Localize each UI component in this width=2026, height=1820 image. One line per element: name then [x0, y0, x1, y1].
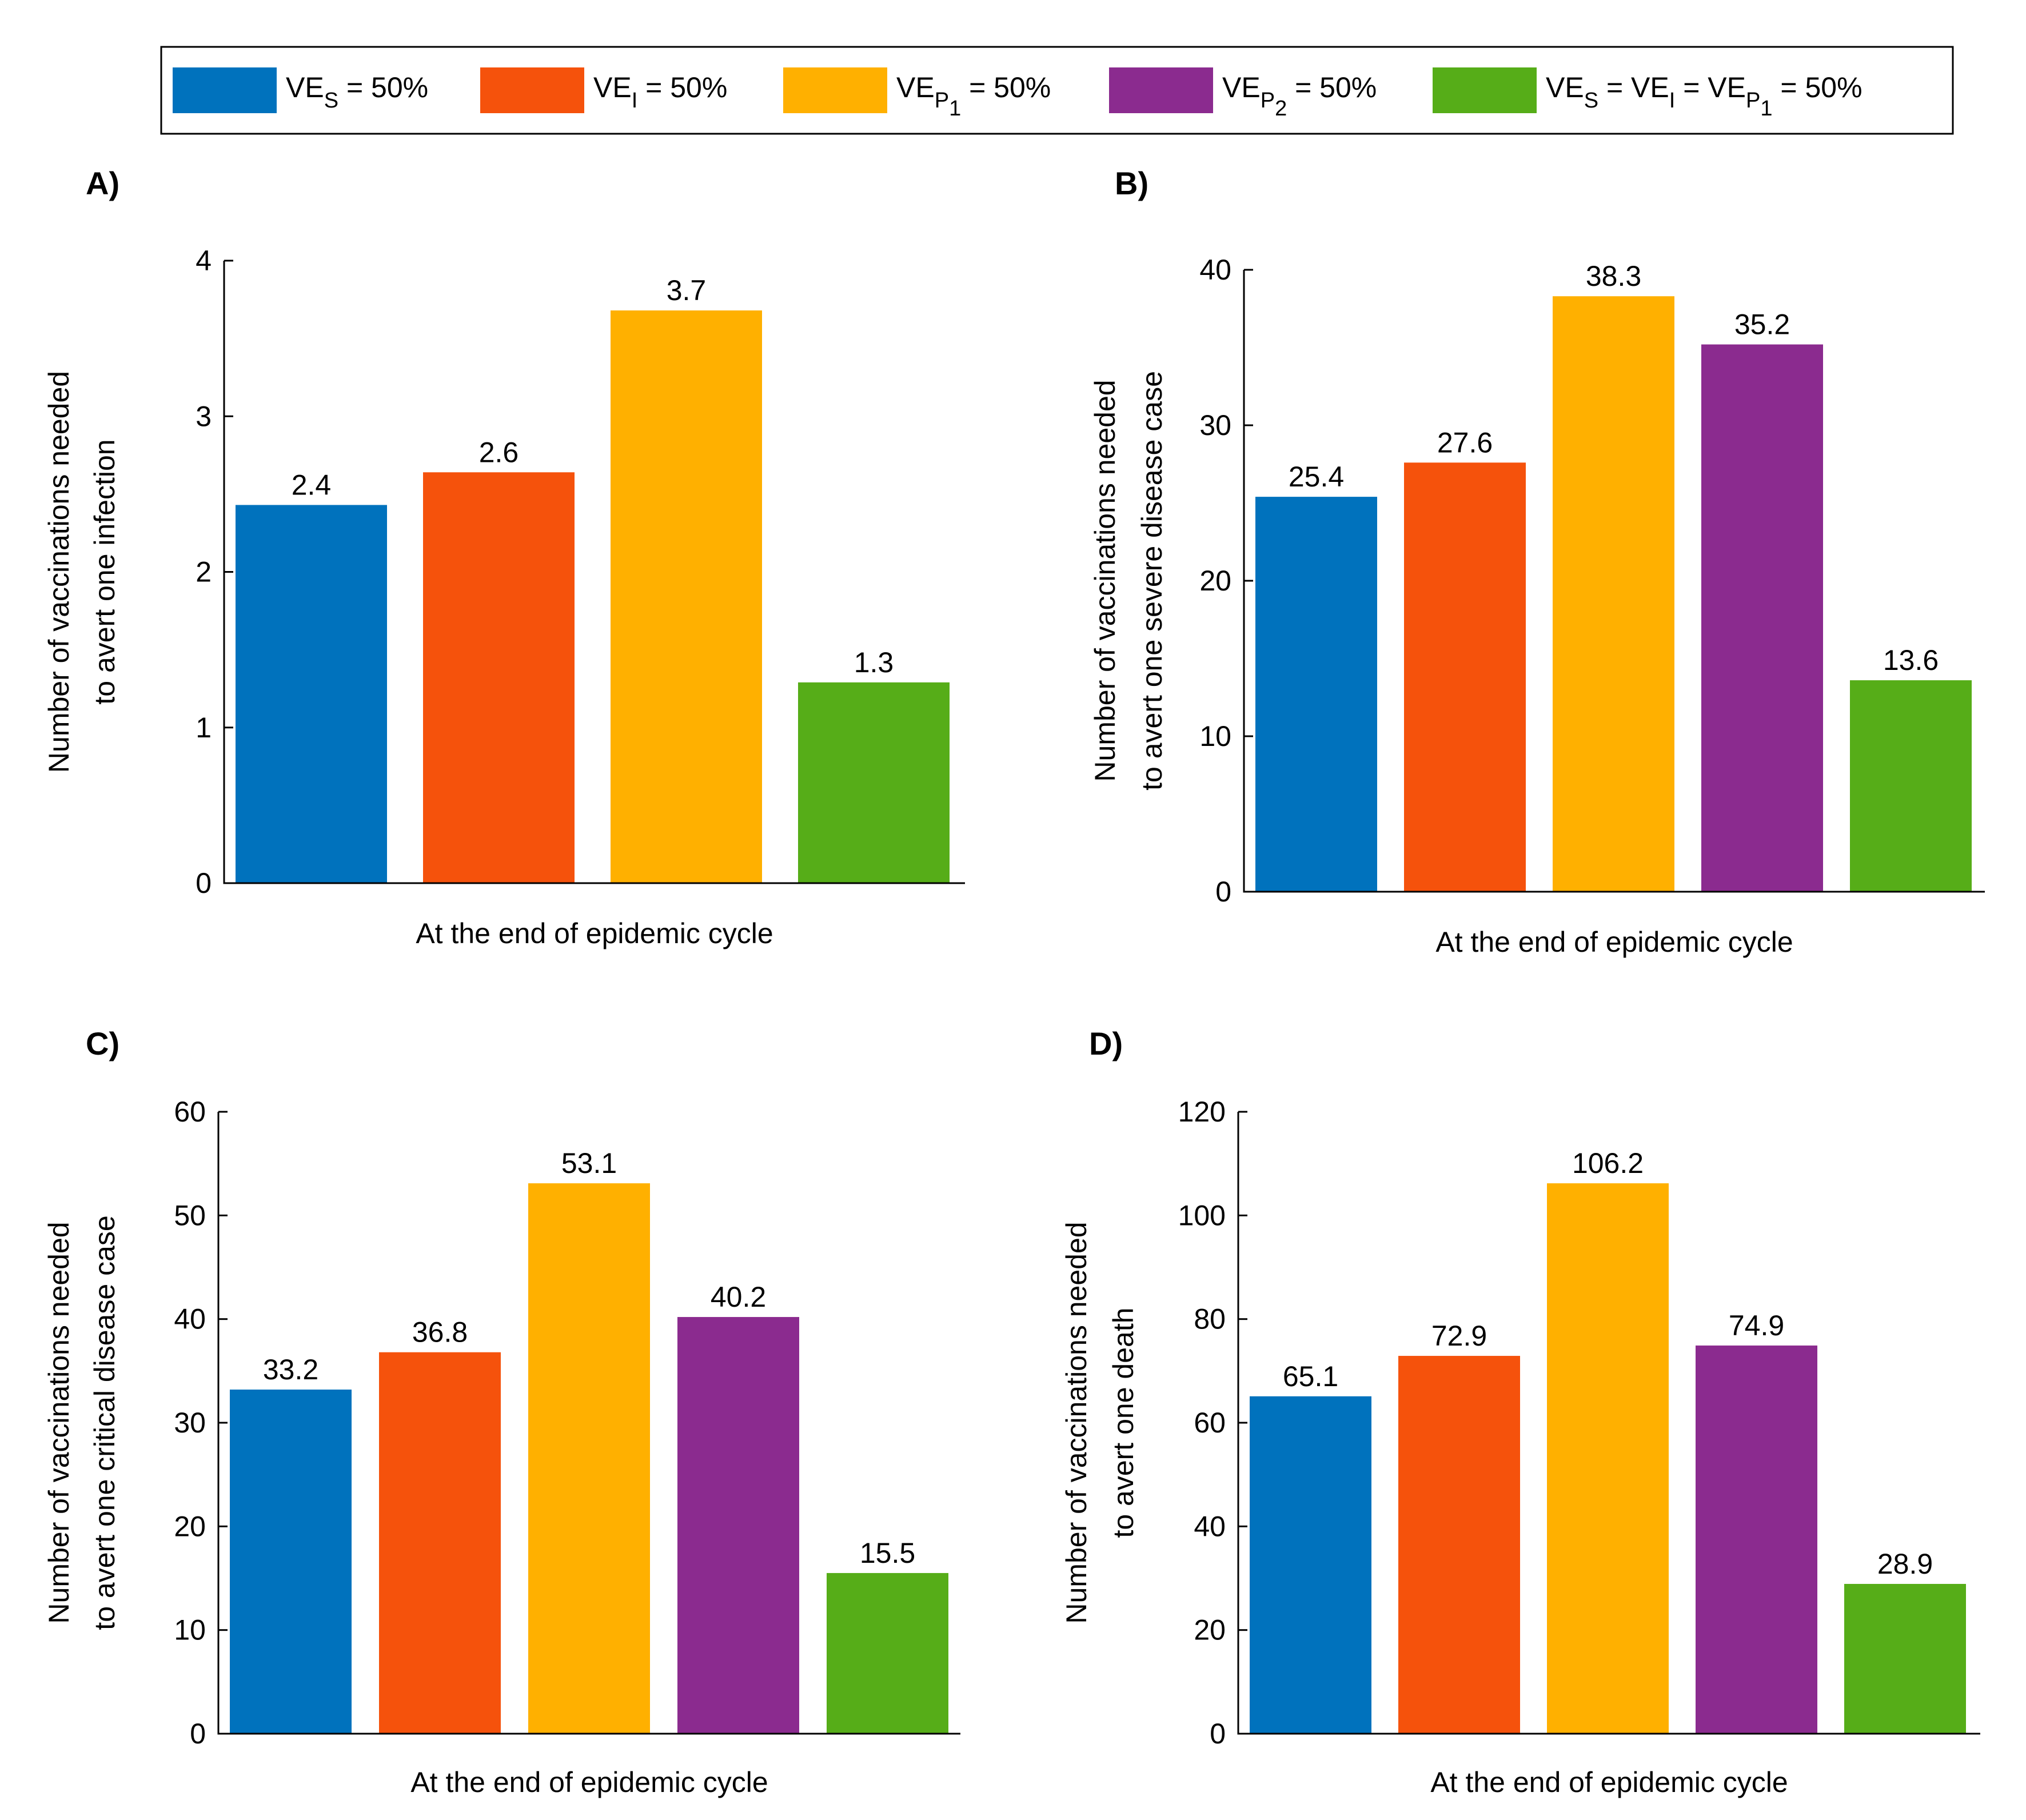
- y-tick-label: 20: [174, 1510, 206, 1542]
- value-label-vei: 27.6: [1437, 426, 1493, 458]
- y-tick-label: 30: [1199, 409, 1231, 441]
- bar-vep2: [1701, 344, 1823, 892]
- legend-swatch-all: [1433, 67, 1537, 113]
- y-tick-label: 60: [1194, 1407, 1226, 1439]
- y-tick-label: 20: [1194, 1614, 1226, 1646]
- legend: VES = 50% VEI = 50% VEP1 = 50% VEP2 = 50% VE…: [160, 46, 1954, 135]
- bar-vep1: [1553, 296, 1674, 892]
- y-tick-label: 1: [196, 712, 212, 744]
- value-label-vei: 72.9: [1431, 1320, 1487, 1352]
- bar-ves: [236, 505, 387, 883]
- panel-label: A): [86, 165, 119, 201]
- bar-ves: [1250, 1396, 1371, 1734]
- y-tick-label: 60: [174, 1096, 206, 1128]
- y-axis-title: to avert one severe disease case: [1136, 371, 1168, 791]
- x-axis-title: At the end of epidemic cycle: [410, 1766, 768, 1798]
- value-label-vep2: 74.9: [1729, 1310, 1784, 1342]
- chart-panel-a: A) 2.4 2.6 3.7 1.3 0 1 2 3 4 At the end of epidemi…: [43, 165, 965, 949]
- legend-swatch-vep2: [1109, 67, 1213, 113]
- bar-ves: [1255, 497, 1377, 892]
- y-tick-label: 120: [1178, 1096, 1226, 1128]
- y-tick-label: 40: [1194, 1510, 1226, 1542]
- bar-all: [1850, 680, 1972, 892]
- value-label-vep1: 53.1: [561, 1147, 617, 1179]
- bar-all: [1844, 1583, 1966, 1734]
- y-tick-label: 40: [1199, 254, 1231, 286]
- value-label-vep1: 38.3: [1586, 260, 1641, 292]
- bar-all: [798, 682, 950, 883]
- value-label-vei: 36.8: [412, 1316, 468, 1348]
- legend-swatch-ves: [173, 67, 277, 113]
- y-axis-title: Number of vaccinations needed: [43, 1222, 75, 1623]
- y-axis-title: to avert one death: [1107, 1307, 1139, 1538]
- bar-vep1: [528, 1183, 650, 1734]
- legend-label-all: VES = VEI = VEP1 = 50%: [1546, 71, 1863, 121]
- y-tick-label: 80: [1194, 1303, 1226, 1335]
- bar-vep2: [1696, 1345, 1817, 1734]
- bar-vep1: [611, 310, 762, 883]
- chart-panels: A) 2.4 2.6 3.7 1.3 0 1 2 3 4 At the end of epidemi…: [43, 165, 1985, 1798]
- legend-swatch-vei: [480, 67, 584, 113]
- legend-label-vep2: VEP2 = 50%: [1222, 71, 1377, 121]
- value-label-all: 1.3: [854, 646, 894, 678]
- y-tick-label: 10: [174, 1614, 206, 1646]
- y-axis-title: Number of vaccinations needed: [1089, 380, 1121, 781]
- value-label-ves: 33.2: [263, 1354, 318, 1386]
- y-tick-label: 0: [1215, 876, 1231, 908]
- y-tick-label: 20: [1199, 565, 1231, 597]
- bar-all: [827, 1572, 948, 1734]
- bar-vei: [1398, 1356, 1520, 1734]
- value-label-ves: 25.4: [1289, 461, 1344, 493]
- bar-vei: [379, 1352, 501, 1734]
- y-tick-label: 4: [196, 245, 212, 277]
- x-axis-title: At the end of epidemic cycle: [1430, 1766, 1788, 1798]
- y-tick-label: 30: [174, 1407, 206, 1439]
- y-tick-label: 3: [196, 400, 212, 432]
- legend-label-ves: VES = 50%: [286, 71, 428, 113]
- legend-label-vep1: VEP1 = 50%: [896, 71, 1051, 121]
- y-tick-label: 0: [1210, 1718, 1226, 1750]
- bar-vei: [423, 472, 575, 883]
- bar-ves: [230, 1389, 352, 1734]
- value-label-ves: 65.1: [1283, 1360, 1338, 1392]
- bar-vep2: [677, 1317, 799, 1734]
- panel-label: B): [1115, 165, 1148, 201]
- value-label-vep1: 106.2: [1572, 1147, 1644, 1179]
- y-axis-title: Number of vaccinations needed: [43, 371, 75, 773]
- value-label-vep2: 40.2: [711, 1281, 766, 1313]
- y-tick-label: 2: [196, 556, 212, 588]
- chart-panel-d: D) 65.1 72.9 106.2 74.9 28.9 0 20 40 60 80 100 120 At…: [1060, 1025, 1980, 1798]
- value-label-vep2: 35.2: [1734, 309, 1790, 341]
- bar-vep1: [1547, 1183, 1669, 1734]
- value-label-all: 13.6: [1883, 644, 1939, 676]
- chart-panel-b: B) 25.4 27.6 38.3 35.2 13.6 0 10 20 30 40 At the en…: [1089, 165, 1985, 958]
- chart-panel-c: C) 33.2 36.8 53.1 40.2 15.5 0 10 20 30 40 50 60 At th…: [43, 1025, 960, 1798]
- legend-swatch-vep1: [783, 67, 887, 113]
- value-label-all: 15.5: [860, 1537, 915, 1569]
- bar-vei: [1404, 462, 1526, 892]
- y-tick-label: 50: [174, 1199, 206, 1231]
- y-tick-label: 0: [196, 867, 212, 899]
- legend-label-vei: VEI = 50%: [593, 71, 727, 113]
- y-tick-label: 0: [190, 1718, 206, 1750]
- y-tick-label: 10: [1199, 720, 1231, 752]
- panel-label: C): [86, 1025, 119, 1061]
- y-axis-title: to avert one critical disease case: [89, 1215, 121, 1630]
- value-label-all: 28.9: [1877, 1548, 1933, 1580]
- y-tick-label: 100: [1178, 1199, 1226, 1231]
- value-label-vei: 2.6: [479, 436, 519, 468]
- y-tick-label: 40: [174, 1303, 206, 1335]
- x-axis-title: At the end of epidemic cycle: [416, 917, 773, 949]
- x-axis-title: At the end of epidemic cycle: [1435, 926, 1793, 958]
- value-label-vep1: 3.7: [667, 274, 707, 306]
- y-axis-title: to avert one infection: [89, 439, 121, 704]
- y-axis-title: Number of vaccinations needed: [1060, 1222, 1092, 1623]
- panel-label: D): [1089, 1025, 1123, 1061]
- legend-box: [160, 46, 1954, 135]
- value-label-ves: 2.4: [292, 469, 332, 501]
